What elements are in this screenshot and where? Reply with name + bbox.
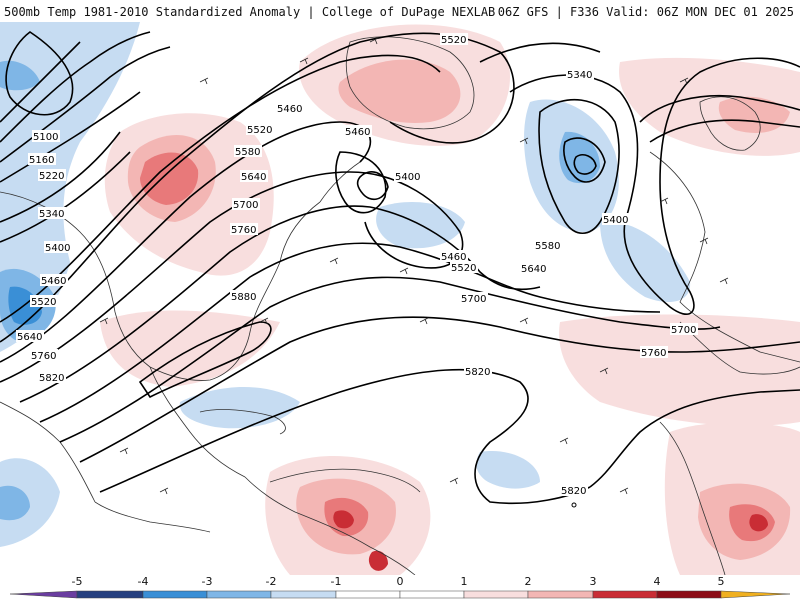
warm-anomaly-south-america-max (333, 510, 354, 529)
cold-anomaly-iberia (600, 221, 691, 302)
legend-tick: 2 (525, 575, 532, 588)
contour-label: 5640 (521, 264, 546, 275)
legend-tick: 4 (654, 575, 661, 588)
contour-label: 5400 (45, 243, 70, 254)
legend-tick: -1 (331, 575, 342, 588)
cold-anomaly-southwest (0, 458, 60, 547)
contour-label: 5700 (671, 325, 696, 336)
contour-labels: 5520 5460 5520 5580 5640 5700 5760 5880 … (16, 33, 698, 497)
contour-label: 5460 (277, 104, 302, 115)
contour-label: 5520 (247, 125, 272, 136)
contour-label: 5760 (31, 351, 56, 362)
legend-tick: -2 (266, 575, 277, 588)
contour-label: 5340 (567, 70, 592, 81)
legend-tick: 1 (461, 575, 468, 588)
anomaly-shading (0, 22, 800, 575)
model-run-info: 06Z GFS | F336 Valid: 06Z MON DEC 01 202… (497, 5, 794, 19)
contour-label: 5760 (231, 225, 256, 236)
cold-anomaly-central-south (476, 451, 540, 489)
contour-label: 5160 (29, 155, 54, 166)
contour-label: 5580 (235, 147, 260, 158)
contour-label: 5820 (561, 486, 586, 497)
contour-label: 5700 (233, 200, 258, 211)
cold-anomaly-northwest (0, 22, 140, 352)
warm-anomaly-greenland-core (338, 59, 461, 123)
contour-label: 5400 (395, 172, 420, 183)
map-header: 500mb Temp 1981-2010 Standardized Anomal… (0, 0, 800, 22)
warm-anomaly-north-america-peak (140, 152, 199, 205)
contour-label: 5580 (535, 241, 560, 252)
warm-anomaly-africa-max (749, 514, 768, 532)
contour-label: 5520 (31, 297, 56, 308)
legend-tick: -3 (202, 575, 213, 588)
contour-label: 5100 (33, 132, 58, 143)
map-title: 500mb Temp 1981-2010 Standardized Anomal… (4, 5, 496, 19)
legend-ticks: -5 -4 -3 -2 -1 0 1 2 3 4 5 (72, 575, 725, 588)
contour-label: 5640 (241, 172, 266, 183)
contour-label: 5400 (603, 215, 628, 226)
contour-label: 5520 (441, 35, 466, 46)
contour-label: 5220 (39, 171, 64, 182)
legend-tick: -5 (72, 575, 83, 588)
warm-anomaly-south-america-max2 (368, 550, 388, 571)
cold-anomaly-nw-small (0, 60, 40, 91)
contour-label: 5460 (345, 127, 370, 138)
legend-colorbar (9, 590, 791, 599)
contour-label: 5820 (39, 373, 64, 384)
weather-map: 5520 5460 5520 5580 5640 5700 5760 5880 … (0, 22, 800, 575)
contour-label: 5520 (451, 263, 476, 274)
color-legend: -5 -4 -3 -2 -1 0 1 2 3 4 5 (0, 575, 800, 600)
warm-anomaly-eastern-atlantic (559, 314, 800, 426)
contour-label: 5820 (465, 367, 490, 378)
cold-anomaly-southwest-core (0, 485, 30, 521)
legend-tick: -4 (138, 575, 149, 588)
contour-label: 5640 (17, 332, 42, 343)
contour-label: 5460 (41, 276, 66, 287)
wind-barbs (99, 37, 729, 495)
contour-label: 5880 (231, 292, 256, 303)
map-marker (571, 502, 577, 508)
legend-tick: 5 (718, 575, 725, 588)
contour-label: 5700 (461, 294, 486, 305)
legend-tick: 0 (397, 575, 404, 588)
contour-label: 5760 (641, 348, 666, 359)
contour-label: 5460 (441, 252, 466, 263)
legend-tick: 3 (590, 575, 597, 588)
contour-label: 5340 (39, 209, 64, 220)
